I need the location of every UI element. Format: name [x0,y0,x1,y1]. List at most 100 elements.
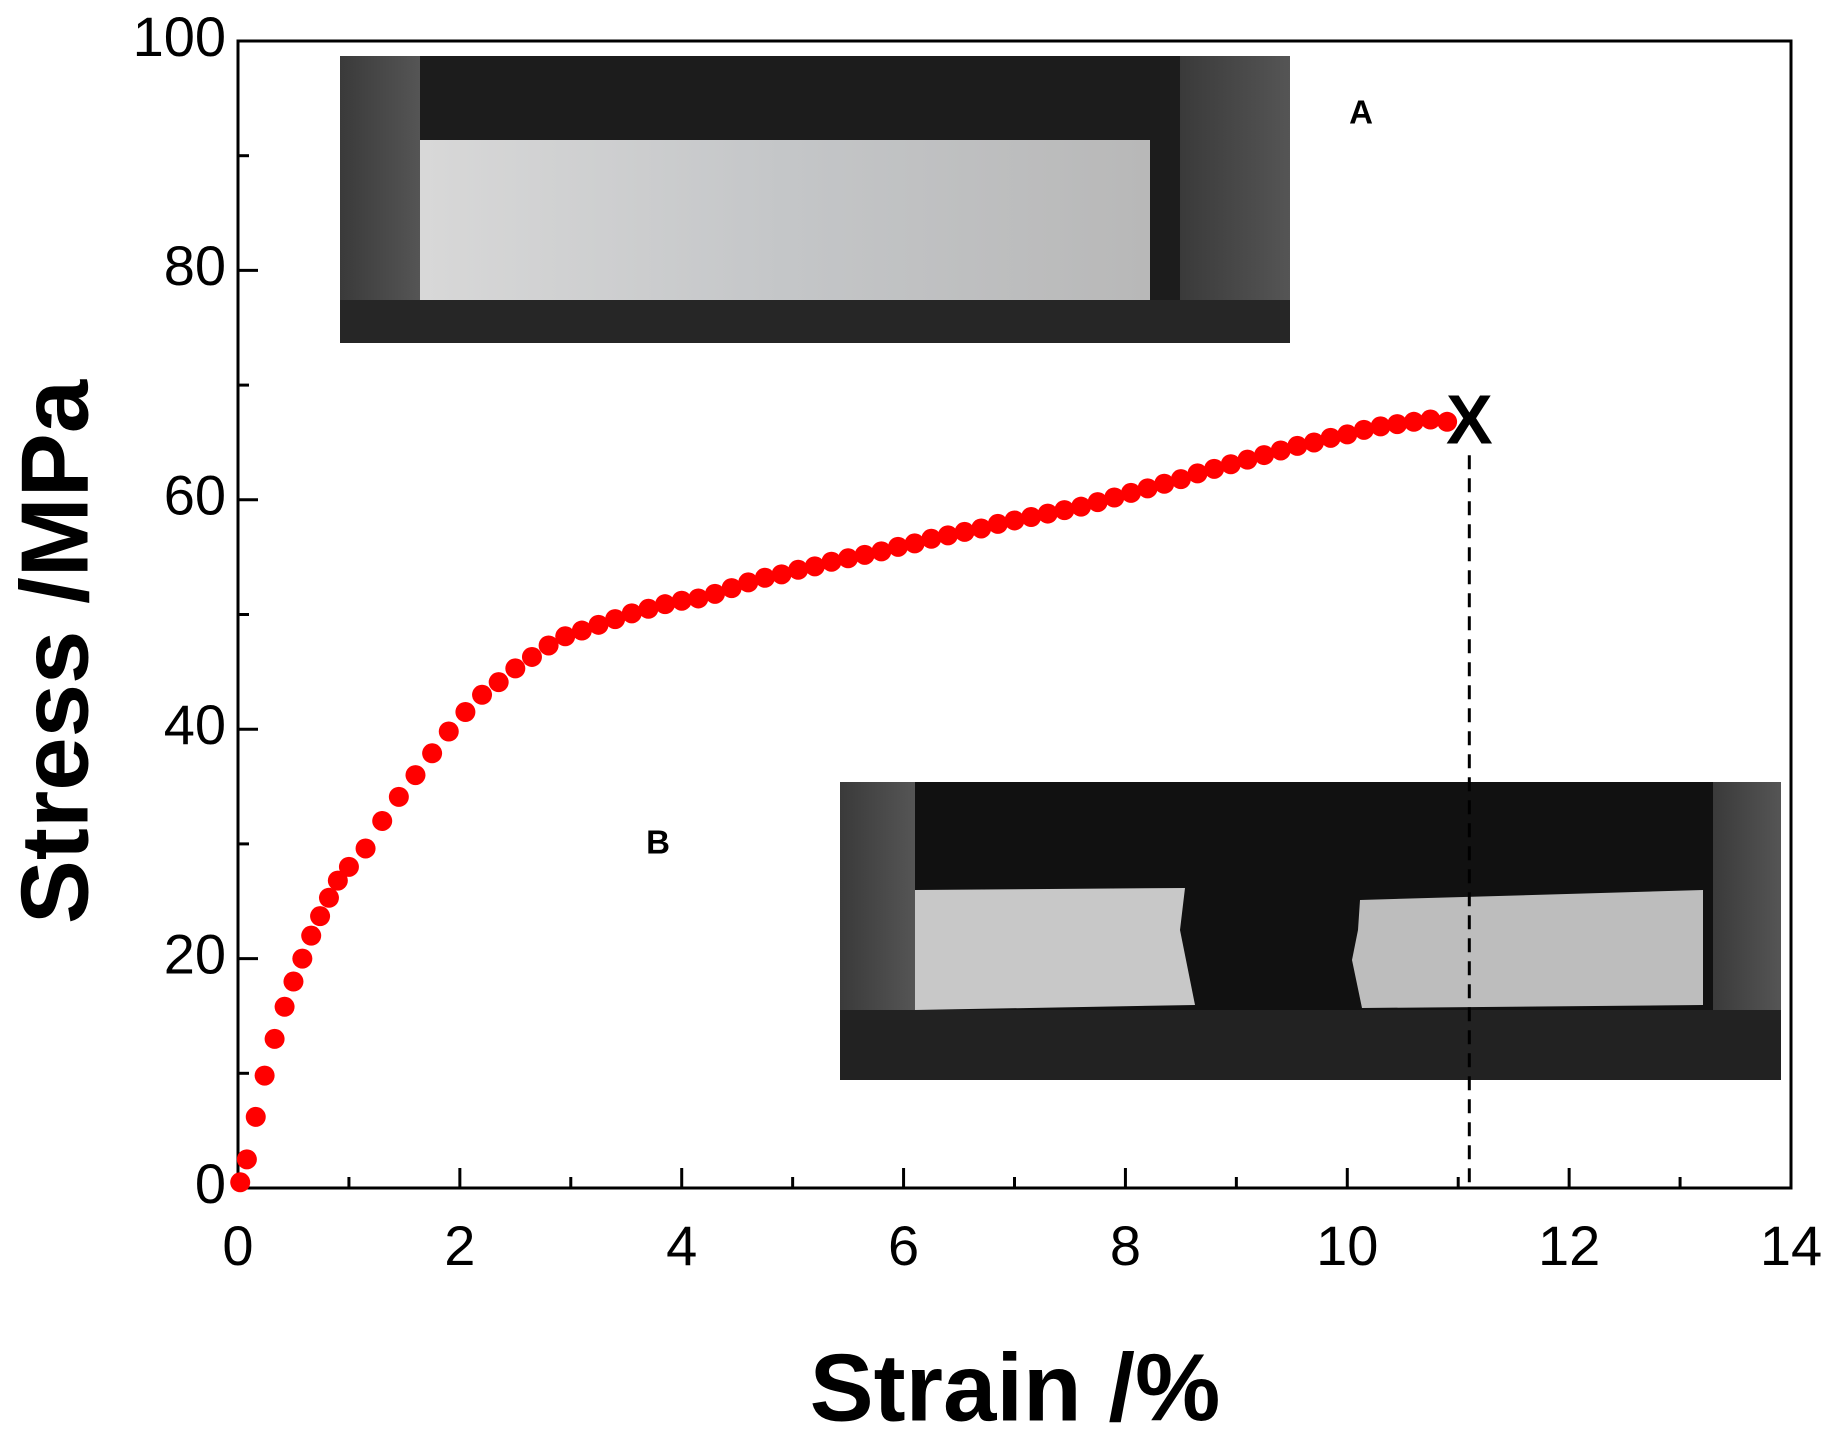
x-tick-label: 8 [1110,1214,1141,1277]
data-point [372,810,393,831]
data-point [264,1028,285,1049]
data-point [338,856,359,877]
data-point [588,614,609,635]
data-point [488,672,509,693]
data-point [1320,427,1341,448]
data-point [1087,492,1108,513]
data-point [405,765,426,786]
data-point [283,971,304,992]
y-tick-label: 100 [133,5,226,68]
data-point [1037,503,1058,524]
data-point [638,598,659,619]
data-point [327,870,348,891]
data-point [1403,411,1424,432]
x-tick-label: 0 [222,1214,253,1277]
inset-photo-a [340,56,1290,343]
data-point [1353,419,1374,440]
data-point [904,533,925,554]
data-point [971,518,992,539]
inset-label: A [1349,94,1373,131]
data-point [274,996,295,1017]
y-tick-label: 60 [164,464,226,527]
data-point [721,578,742,599]
data-point [1220,454,1241,475]
data-point [605,609,626,630]
data-point [1337,424,1358,445]
data-point [318,887,339,908]
data-point [1304,432,1325,453]
data-point [1254,445,1275,466]
data-point [1287,435,1308,456]
data-point [954,521,975,542]
data-point [230,1172,251,1193]
data-point [1021,507,1042,528]
x-axis-title: Strain /% [810,1334,1221,1441]
data-point [292,948,313,969]
data-point [1170,469,1191,490]
data-point [804,556,825,577]
data-point [754,567,775,588]
data-point [1104,487,1125,508]
data-point [704,583,725,604]
y-tick-label: 80 [164,234,226,297]
data-point [455,701,476,722]
data-point [821,551,842,572]
data-point [1137,478,1158,499]
data-point [422,743,443,764]
data-point [538,635,559,656]
data-point [1237,449,1258,470]
data-point [1187,463,1208,484]
data-point [301,925,322,946]
data-point [571,620,592,641]
data-point [1154,473,1175,494]
data-point [1120,482,1141,503]
data-point [688,588,709,609]
data-point [1054,500,1075,521]
data-point [472,684,493,705]
data-point [921,528,942,549]
x-tick-label: 2 [444,1214,475,1277]
y-axis-title: Stress /MPa [1,379,108,924]
y-tick-label: 20 [164,922,226,985]
data-point [621,603,642,624]
data-point [1437,411,1458,432]
data-point [521,646,542,667]
data-point [838,548,859,569]
data-point [1204,458,1225,479]
data-point [555,626,576,647]
data-point [655,594,676,615]
data-point [236,1149,257,1170]
y-tick-label: 40 [164,693,226,756]
data-point [355,838,376,859]
data-point [245,1106,266,1127]
x-tick-label: 6 [888,1214,919,1277]
inset-label: B [646,824,670,861]
data-point [438,721,459,742]
data-point [738,572,759,593]
data-point [505,658,526,679]
data-point [1071,496,1092,517]
inset-photo-b [840,782,1781,1080]
data-point [871,541,892,562]
data-point [671,590,692,611]
data-point [388,786,409,807]
data-point [937,525,958,546]
data-point [254,1065,275,1086]
data-point [1387,414,1408,435]
x-tick-label: 10 [1316,1214,1378,1277]
x-tick-label: 12 [1538,1214,1600,1277]
data-point [771,564,792,585]
data-point [854,544,875,565]
data-point [987,513,1008,534]
data-point [310,906,331,927]
data-point [1270,440,1291,461]
data-point [1004,510,1025,531]
y-tick-label: 0 [195,1152,226,1215]
data-point [888,536,909,557]
failure-marker: X [1446,381,1493,459]
x-tick-label: 4 [666,1214,697,1277]
data-point [788,559,809,580]
data-point [1370,416,1391,437]
data-point [1420,409,1441,430]
